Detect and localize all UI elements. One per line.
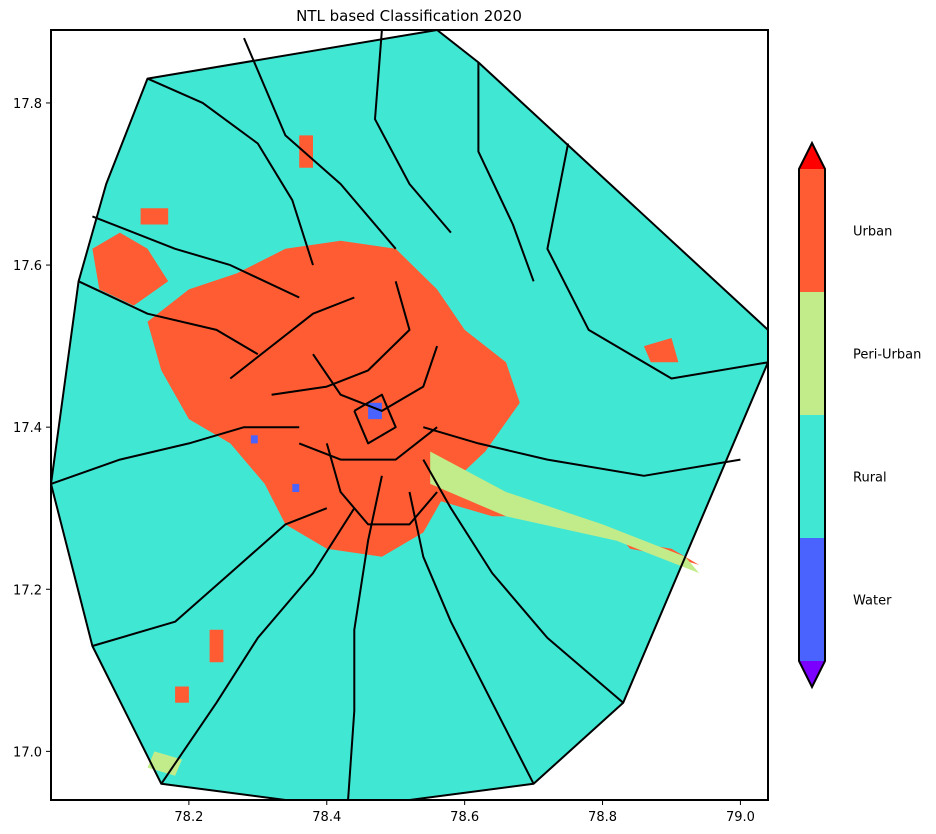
map-plot-area	[51, 30, 768, 800]
x-tick-label: 78.2	[174, 810, 203, 825]
boundary-line-4	[546, 143, 768, 380]
region-urban-0	[147, 240, 520, 557]
y-tick-label: 17.2	[13, 583, 42, 598]
x-tick-label: 79.0	[726, 810, 755, 825]
colorbar-over-triangle	[799, 143, 825, 169]
boundary-line-7	[51, 426, 300, 485]
boundary-line-8	[92, 507, 328, 647]
y-tick-label: 17.4	[13, 421, 42, 436]
region-water-13	[250, 435, 258, 444]
y-tick-label: 17.8	[13, 97, 42, 112]
region-water-12	[292, 483, 300, 492]
outer-boundary	[51, 30, 768, 800]
colorbar-label-water: Water	[853, 594, 892, 609]
boundary-line-12	[422, 459, 624, 704]
y-tick-label: 17.6	[13, 259, 42, 274]
region-urban-7	[299, 135, 313, 168]
axes-frame	[50, 29, 769, 801]
boundary-line-16	[271, 281, 411, 396]
map-title: NTL based Classification 2020	[296, 7, 522, 25]
region-urban-4	[643, 338, 679, 363]
colorbar-label-peri-urban: Peri-Urban	[853, 348, 921, 363]
boundary-line-3	[477, 62, 535, 282]
colorbar-swatch-urban	[799, 169, 825, 292]
boundary-line-13	[423, 426, 741, 477]
colorbar-under-triangle	[799, 661, 825, 687]
boundary-line-2	[374, 30, 452, 234]
colorbar-label-rural: Rural	[853, 471, 887, 486]
boundary-line-6	[92, 215, 300, 299]
y-tick-label: 17.0	[13, 745, 42, 760]
colorbar-outline	[798, 140, 826, 690]
colorbar-swatch-water	[799, 538, 825, 661]
boundary-line-1	[243, 37, 397, 250]
boundary-line-0	[147, 77, 314, 266]
boundary-line-18	[325, 443, 438, 526]
x-tick-label: 78.8	[588, 810, 617, 825]
colorbar: Water Rural Peri-Urban Urban	[798, 140, 921, 690]
mandal-boundaries	[51, 30, 768, 800]
x-tick-label: 78.4	[312, 810, 341, 825]
boundary-line-14	[312, 345, 439, 412]
region-urban-5	[209, 629, 224, 663]
colorbar-swatch-rural	[799, 415, 825, 538]
x-axis: 78.2 78.4 78.6 78.8 79.0	[174, 800, 755, 825]
boundary-line-15	[298, 426, 438, 461]
region-peri-urban-10	[430, 451, 700, 574]
boundary-line-11	[408, 491, 535, 785]
boundary-line-9	[160, 507, 356, 785]
y-axis: 17.0 17.2 17.4 17.6 17.8	[13, 97, 51, 760]
boundary-line-19	[353, 393, 397, 445]
boundary-line-5	[78, 280, 259, 356]
region-urban-6	[175, 686, 189, 703]
boundary-line-17	[229, 296, 355, 380]
region-urban-8	[140, 208, 169, 225]
colorbar-label-urban: Urban	[853, 225, 892, 240]
x-tick-label: 78.6	[450, 810, 479, 825]
region-urban-1	[92, 232, 169, 306]
boundary-line-10	[347, 475, 383, 800]
class-regions	[92, 135, 700, 776]
region-peri-urban-9	[147, 751, 182, 776]
colorbar-swatch-peri-urban	[799, 292, 825, 415]
